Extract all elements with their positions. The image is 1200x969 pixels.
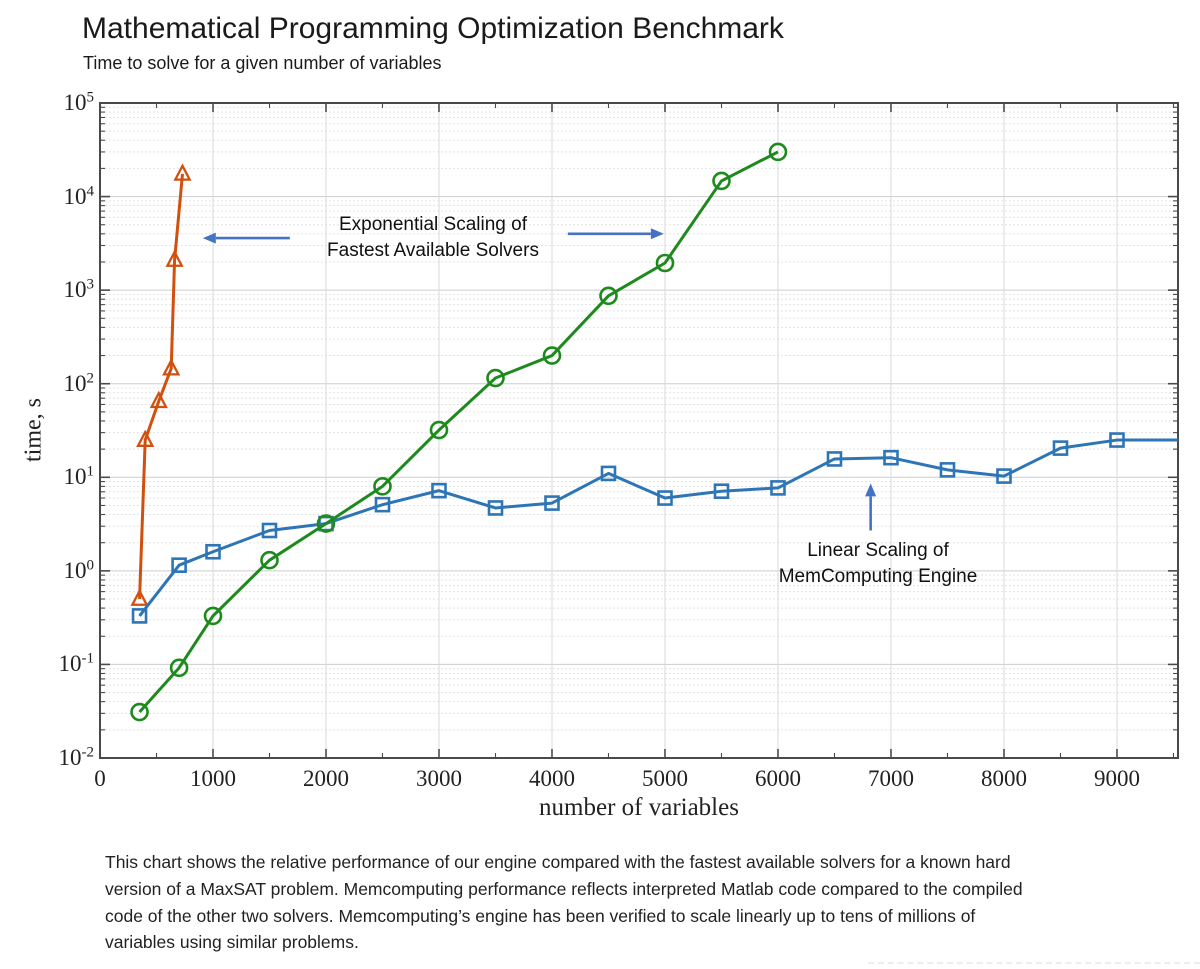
square-marker	[374, 496, 391, 513]
triangle-marker	[173, 163, 192, 181]
annotation-linear-scaling: Linear Scaling of MemComputing Engine	[738, 538, 1018, 590]
arrow-left-to-triangles	[202, 232, 290, 244]
circle-marker	[429, 420, 449, 440]
square-marker	[205, 543, 221, 560]
x-tick-label: 4000	[528, 766, 575, 791]
x-tick-label: 8000	[980, 766, 1027, 791]
circle-marker	[373, 477, 392, 496]
chart-title: Mathematical Programming Optimization Be…	[82, 12, 784, 45]
series-line	[138, 150, 779, 714]
annotation-exponential-line2: Fastest Available Solvers	[327, 240, 539, 261]
circle-marker	[130, 702, 149, 722]
y-tick-label: 100	[63, 557, 95, 583]
annotation-linear-line1: Linear Scaling of	[807, 540, 949, 561]
circle-marker	[712, 171, 731, 191]
circle-marker	[486, 368, 505, 388]
x-tick-label: 7000	[867, 766, 914, 791]
y-axis-label: time, s	[20, 398, 47, 462]
bottom-edge-artifact	[868, 962, 1200, 964]
annotation-exponential-line1: Exponential Scaling of	[338, 214, 527, 235]
caption-paragraph: This chart shows the relative performanc…	[105, 849, 1165, 956]
y-tick-exponent: 3	[86, 276, 95, 293]
y-tick-exponent: -1	[81, 650, 95, 667]
y-tick-exponent: 5	[86, 89, 95, 106]
square-marker	[996, 468, 1012, 484]
square-marker	[826, 451, 843, 467]
caption-line: This chart shows the relative performanc…	[105, 852, 1011, 872]
square-marker	[600, 465, 617, 482]
circle-marker	[599, 286, 618, 306]
square-marker	[171, 557, 187, 573]
y-tick-label: 102	[63, 370, 95, 396]
x-tick-label: 3000	[415, 766, 462, 791]
axis-ticks	[99, 102, 1178, 759]
y-tick-exponent: 0	[86, 557, 95, 574]
square-marker	[1052, 440, 1069, 456]
y-tick-exponent: 4	[86, 182, 95, 199]
square-marker	[939, 462, 956, 478]
arrow-right-to-circles	[567, 228, 664, 240]
arrow-up-to-squares	[865, 483, 877, 531]
square-marker	[487, 500, 504, 516]
x-tick-label: 1000	[189, 766, 236, 791]
x-axis-label: number of variables	[539, 794, 739, 821]
y-tick-label: 10-2	[58, 744, 95, 770]
caption-line: code of the other two solvers. Memcomput…	[105, 905, 976, 926]
circle-marker	[655, 253, 675, 273]
circle-marker	[768, 142, 788, 162]
circle-marker	[316, 514, 336, 533]
y-tick-exponent: 1	[86, 463, 95, 480]
arrow-head	[865, 483, 877, 497]
series-line	[138, 173, 184, 600]
x-tick-label: 2000	[302, 766, 349, 791]
gridlines	[101, 104, 1177, 757]
square-marker	[883, 449, 899, 466]
annotation-exponential-scaling: Exponential Scaling of Fastest Available…	[273, 212, 593, 264]
circle-marker	[542, 346, 562, 365]
chart-subtitle: Time to solve for a given number of vari…	[83, 53, 442, 73]
square-marker	[431, 482, 447, 499]
x-tick-label: 5000	[641, 766, 688, 791]
triangle-marker	[165, 249, 184, 267]
x-tick-label: 6000	[754, 766, 801, 791]
square-marker	[131, 608, 148, 624]
series-line	[138, 438, 1178, 617]
plot-border	[99, 102, 1179, 759]
circle-marker	[260, 550, 279, 570]
y-tick-exponent: 2	[86, 370, 95, 387]
square-marker	[770, 480, 786, 496]
square-marker	[544, 495, 560, 511]
arrow-head	[650, 228, 664, 240]
arrow-head	[202, 232, 216, 244]
y-tick-label: 104	[63, 182, 95, 209]
caption-line: version of a MaxSAT problem. Memcomputin…	[105, 878, 1023, 899]
square-marker	[657, 490, 673, 506]
triangle-marker	[136, 429, 155, 447]
annotation-linear-line2: MemComputing Engine	[778, 566, 978, 587]
caption-line: variables using similar problems.	[105, 932, 359, 953]
triangle-marker	[149, 390, 168, 409]
circle-marker	[169, 658, 189, 678]
series-fastest-solver-triangles	[130, 163, 192, 606]
series-memcomputing-engine	[131, 432, 1178, 624]
triangle-marker	[162, 358, 181, 376]
series-fastest-solver-circles	[130, 142, 788, 722]
triangle-marker	[130, 588, 149, 606]
circle-marker	[203, 606, 223, 626]
y-tick-label: 101	[63, 463, 95, 490]
x-tick-label: 9000	[1093, 766, 1140, 791]
y-tick-label: 10-1	[58, 650, 95, 677]
square-marker	[318, 515, 334, 532]
x-tick-label: 0	[94, 766, 106, 791]
square-marker	[1109, 432, 1125, 448]
square-marker	[261, 522, 278, 539]
square-marker	[713, 483, 730, 500]
y-tick-label: 103	[63, 276, 95, 303]
y-tick-exponent: -2	[81, 744, 95, 761]
y-tick-label: 105	[63, 89, 95, 115]
